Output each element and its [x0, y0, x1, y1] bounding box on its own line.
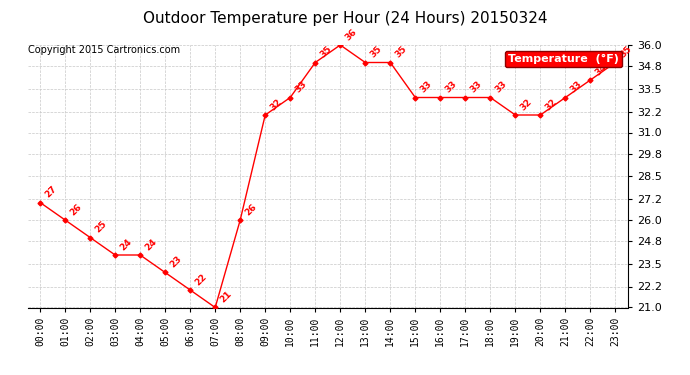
Text: 35: 35: [393, 45, 408, 60]
Text: 32: 32: [518, 97, 533, 112]
Text: 25: 25: [93, 219, 108, 235]
Text: 33: 33: [568, 80, 583, 95]
Text: 27: 27: [43, 184, 58, 200]
Text: Outdoor Temperature per Hour (24 Hours) 20150324: Outdoor Temperature per Hour (24 Hours) …: [143, 11, 547, 26]
Text: 33: 33: [443, 80, 458, 95]
Text: 33: 33: [493, 80, 509, 95]
Text: 35: 35: [368, 45, 383, 60]
Text: 35: 35: [618, 45, 633, 60]
Text: 26: 26: [68, 202, 83, 217]
Text: 32: 32: [268, 97, 283, 112]
Text: 33: 33: [468, 80, 483, 95]
Text: 36: 36: [343, 27, 358, 42]
Text: 34: 34: [593, 62, 609, 77]
Text: 32: 32: [543, 97, 558, 112]
Legend: Temperature  (°F): Temperature (°F): [505, 51, 622, 67]
Text: 33: 33: [293, 80, 308, 95]
Text: 23: 23: [168, 255, 183, 270]
Text: 24: 24: [118, 237, 133, 252]
Text: 21: 21: [218, 290, 233, 305]
Text: 35: 35: [318, 45, 333, 60]
Text: Copyright 2015 Cartronics.com: Copyright 2015 Cartronics.com: [28, 45, 179, 55]
Text: 22: 22: [193, 272, 208, 287]
Text: 26: 26: [243, 202, 258, 217]
Text: 24: 24: [143, 237, 158, 252]
Text: 33: 33: [418, 80, 433, 95]
